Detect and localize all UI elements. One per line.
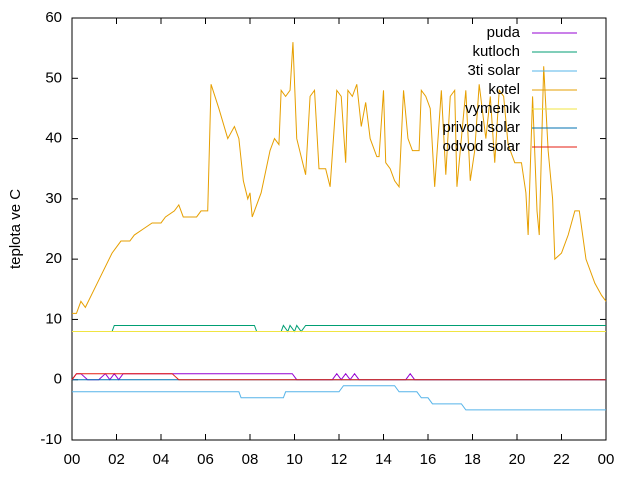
series-line [72, 385, 606, 411]
x-tick-label: 00 [598, 451, 615, 468]
y-tick-label: 20 [45, 250, 62, 267]
legend-label: kotel [488, 81, 520, 98]
x-tick-label: 04 [153, 451, 170, 468]
x-tick-label: 18 [464, 451, 481, 468]
y-tick-label: 50 [45, 69, 62, 86]
x-tick-label: 10 [286, 451, 303, 468]
legend-label: privod solar [442, 119, 520, 136]
series-line [72, 42, 607, 314]
legend-label: kutloch [472, 43, 520, 60]
x-tick-label: 16 [420, 451, 437, 468]
y-tick-label: 0 [54, 371, 62, 388]
x-tick-label: 08 [242, 451, 259, 468]
series-line [72, 324, 606, 333]
legend-label: puda [487, 24, 521, 41]
x-tick-label: 20 [509, 451, 526, 468]
legend-label: 3ti solar [467, 62, 520, 79]
legend-label: odvod solar [442, 138, 520, 155]
x-tick-label: 00 [64, 451, 81, 468]
x-tick-label: 06 [197, 451, 214, 468]
y-tick-label: -10 [40, 431, 62, 448]
series-line [71, 372, 606, 381]
legend-label: vymenik [465, 100, 521, 117]
series-line [71, 373, 606, 381]
x-tick-label: 14 [375, 451, 392, 468]
y-tick-label: 10 [45, 310, 62, 327]
x-tick-label: 22 [553, 451, 570, 468]
x-tick-label: 02 [108, 451, 125, 468]
y-tick-label: 60 [45, 9, 62, 26]
y-tick-label: 30 [45, 190, 62, 207]
y-tick-label: 40 [45, 130, 62, 147]
y-axis-label: teplota ve C [7, 189, 24, 269]
x-tick-label: 12 [331, 451, 348, 468]
